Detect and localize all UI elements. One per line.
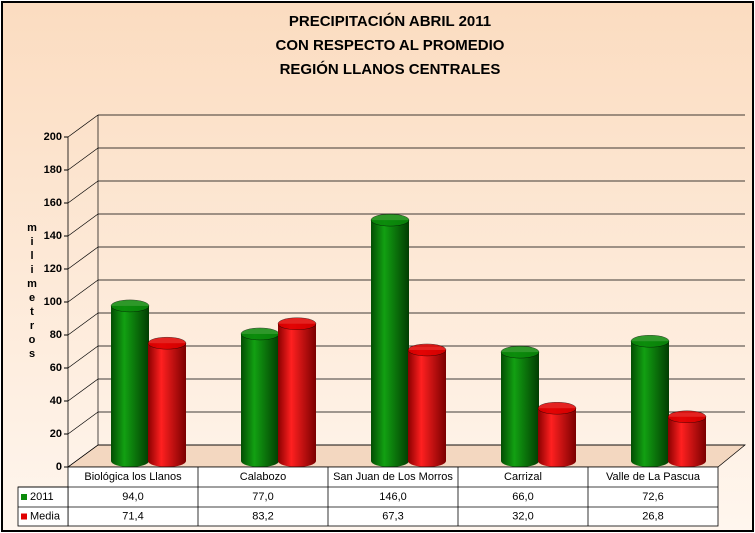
cylinder-base (668, 455, 706, 467)
table-value: 71,4 (122, 510, 143, 522)
cylinder-base (111, 455, 149, 467)
chart-title: PRECIPITACIÓN ABRIL 2011 (289, 12, 491, 30)
y-tick-label: 0 (56, 461, 62, 473)
cylinder-base (148, 455, 186, 467)
table-value: 72,6 (642, 491, 663, 503)
cylinder (110, 299, 150, 467)
y-tick-label: 200 (44, 131, 62, 143)
x-tick-label: Biológica los Llanos (84, 471, 182, 483)
cylinder-top (407, 343, 447, 357)
cylinder-top (500, 345, 540, 359)
cylinder-body (501, 352, 539, 461)
y-axis-label: milimetros (26, 222, 38, 362)
y-tick-label: 80 (50, 329, 62, 341)
grid-line (67, 279, 99, 303)
x-tick-label: Carrizal (504, 471, 542, 483)
cylinder-body (631, 341, 669, 461)
y-tick-label: 60 (50, 362, 62, 374)
cylinder-top (537, 402, 577, 415)
cylinder-top (147, 336, 187, 350)
cylinder-base (631, 455, 669, 467)
table-value: 146,0 (379, 491, 407, 503)
table-value: 67,3 (382, 510, 403, 522)
cylinder (147, 336, 187, 467)
cylinder (407, 343, 447, 467)
cylinder-base (278, 455, 316, 467)
cylinder-body (241, 333, 279, 461)
cylinder (370, 213, 410, 467)
cylinder (667, 410, 707, 467)
cylinder-top (370, 213, 410, 227)
legend-key (21, 513, 27, 520)
grid-line (67, 312, 99, 336)
cylinder-body (408, 349, 446, 461)
y-tick-label: 100 (44, 296, 62, 308)
grid-line (67, 345, 99, 369)
chart-title: REGIÓN LLANOS CENTRALES (280, 60, 501, 78)
grid-line (67, 411, 99, 435)
y-tick-label: 140 (44, 230, 62, 242)
cylinder (630, 335, 670, 467)
cylinder-body (371, 220, 409, 461)
y-tick-label: 40 (50, 395, 62, 407)
table-value: 32,0 (512, 510, 533, 522)
y-tick-label: 180 (44, 164, 62, 176)
grid-line (67, 378, 99, 402)
cylinder-base (408, 455, 446, 467)
cylinder-top (240, 327, 280, 341)
table-value: 66,0 (512, 491, 533, 503)
cylinder-top (667, 410, 707, 423)
y-tick-label: 120 (44, 263, 62, 275)
table-value: 77,0 (252, 491, 273, 503)
x-tick-label: Valle de La Pascua (606, 471, 701, 483)
chart-title: CON RESPECTO AL PROMEDIO (276, 37, 505, 54)
cylinder-body (148, 343, 186, 461)
grid-line (67, 180, 99, 204)
table-value: 94,0 (122, 491, 143, 503)
y-tick-label: 20 (50, 428, 62, 440)
grid-line (67, 246, 99, 270)
cylinder-base (501, 455, 539, 467)
x-tick-label: Calabozo (240, 471, 286, 483)
grid-line (67, 213, 99, 237)
cylinder-top (277, 317, 317, 330)
cylinder (537, 402, 577, 467)
cylinder-base (538, 455, 576, 467)
cylinder (500, 345, 540, 467)
legend-key (21, 494, 27, 500)
cylinder-body (538, 408, 576, 461)
cylinder-body (668, 416, 706, 461)
data-table (67, 466, 719, 527)
cylinder (277, 317, 317, 467)
legend-label: 2011 (30, 491, 54, 503)
cylinder (240, 327, 280, 467)
cylinder-body (278, 323, 316, 461)
cylinder-base (241, 455, 279, 467)
cylinder-top (110, 299, 150, 313)
cylinder-top (630, 335, 670, 348)
y-tick-label: 160 (44, 197, 62, 209)
cylinder-body (111, 305, 149, 461)
table-value: 83,2 (252, 510, 273, 522)
x-tick-label: San Juan de Los Morros (333, 471, 453, 483)
cylinder-base (371, 455, 409, 467)
table-value: 26,8 (642, 510, 663, 522)
grid-line (67, 114, 99, 138)
legend-label: Media (30, 510, 61, 522)
grid-line (67, 444, 99, 468)
grid-line (67, 147, 99, 171)
